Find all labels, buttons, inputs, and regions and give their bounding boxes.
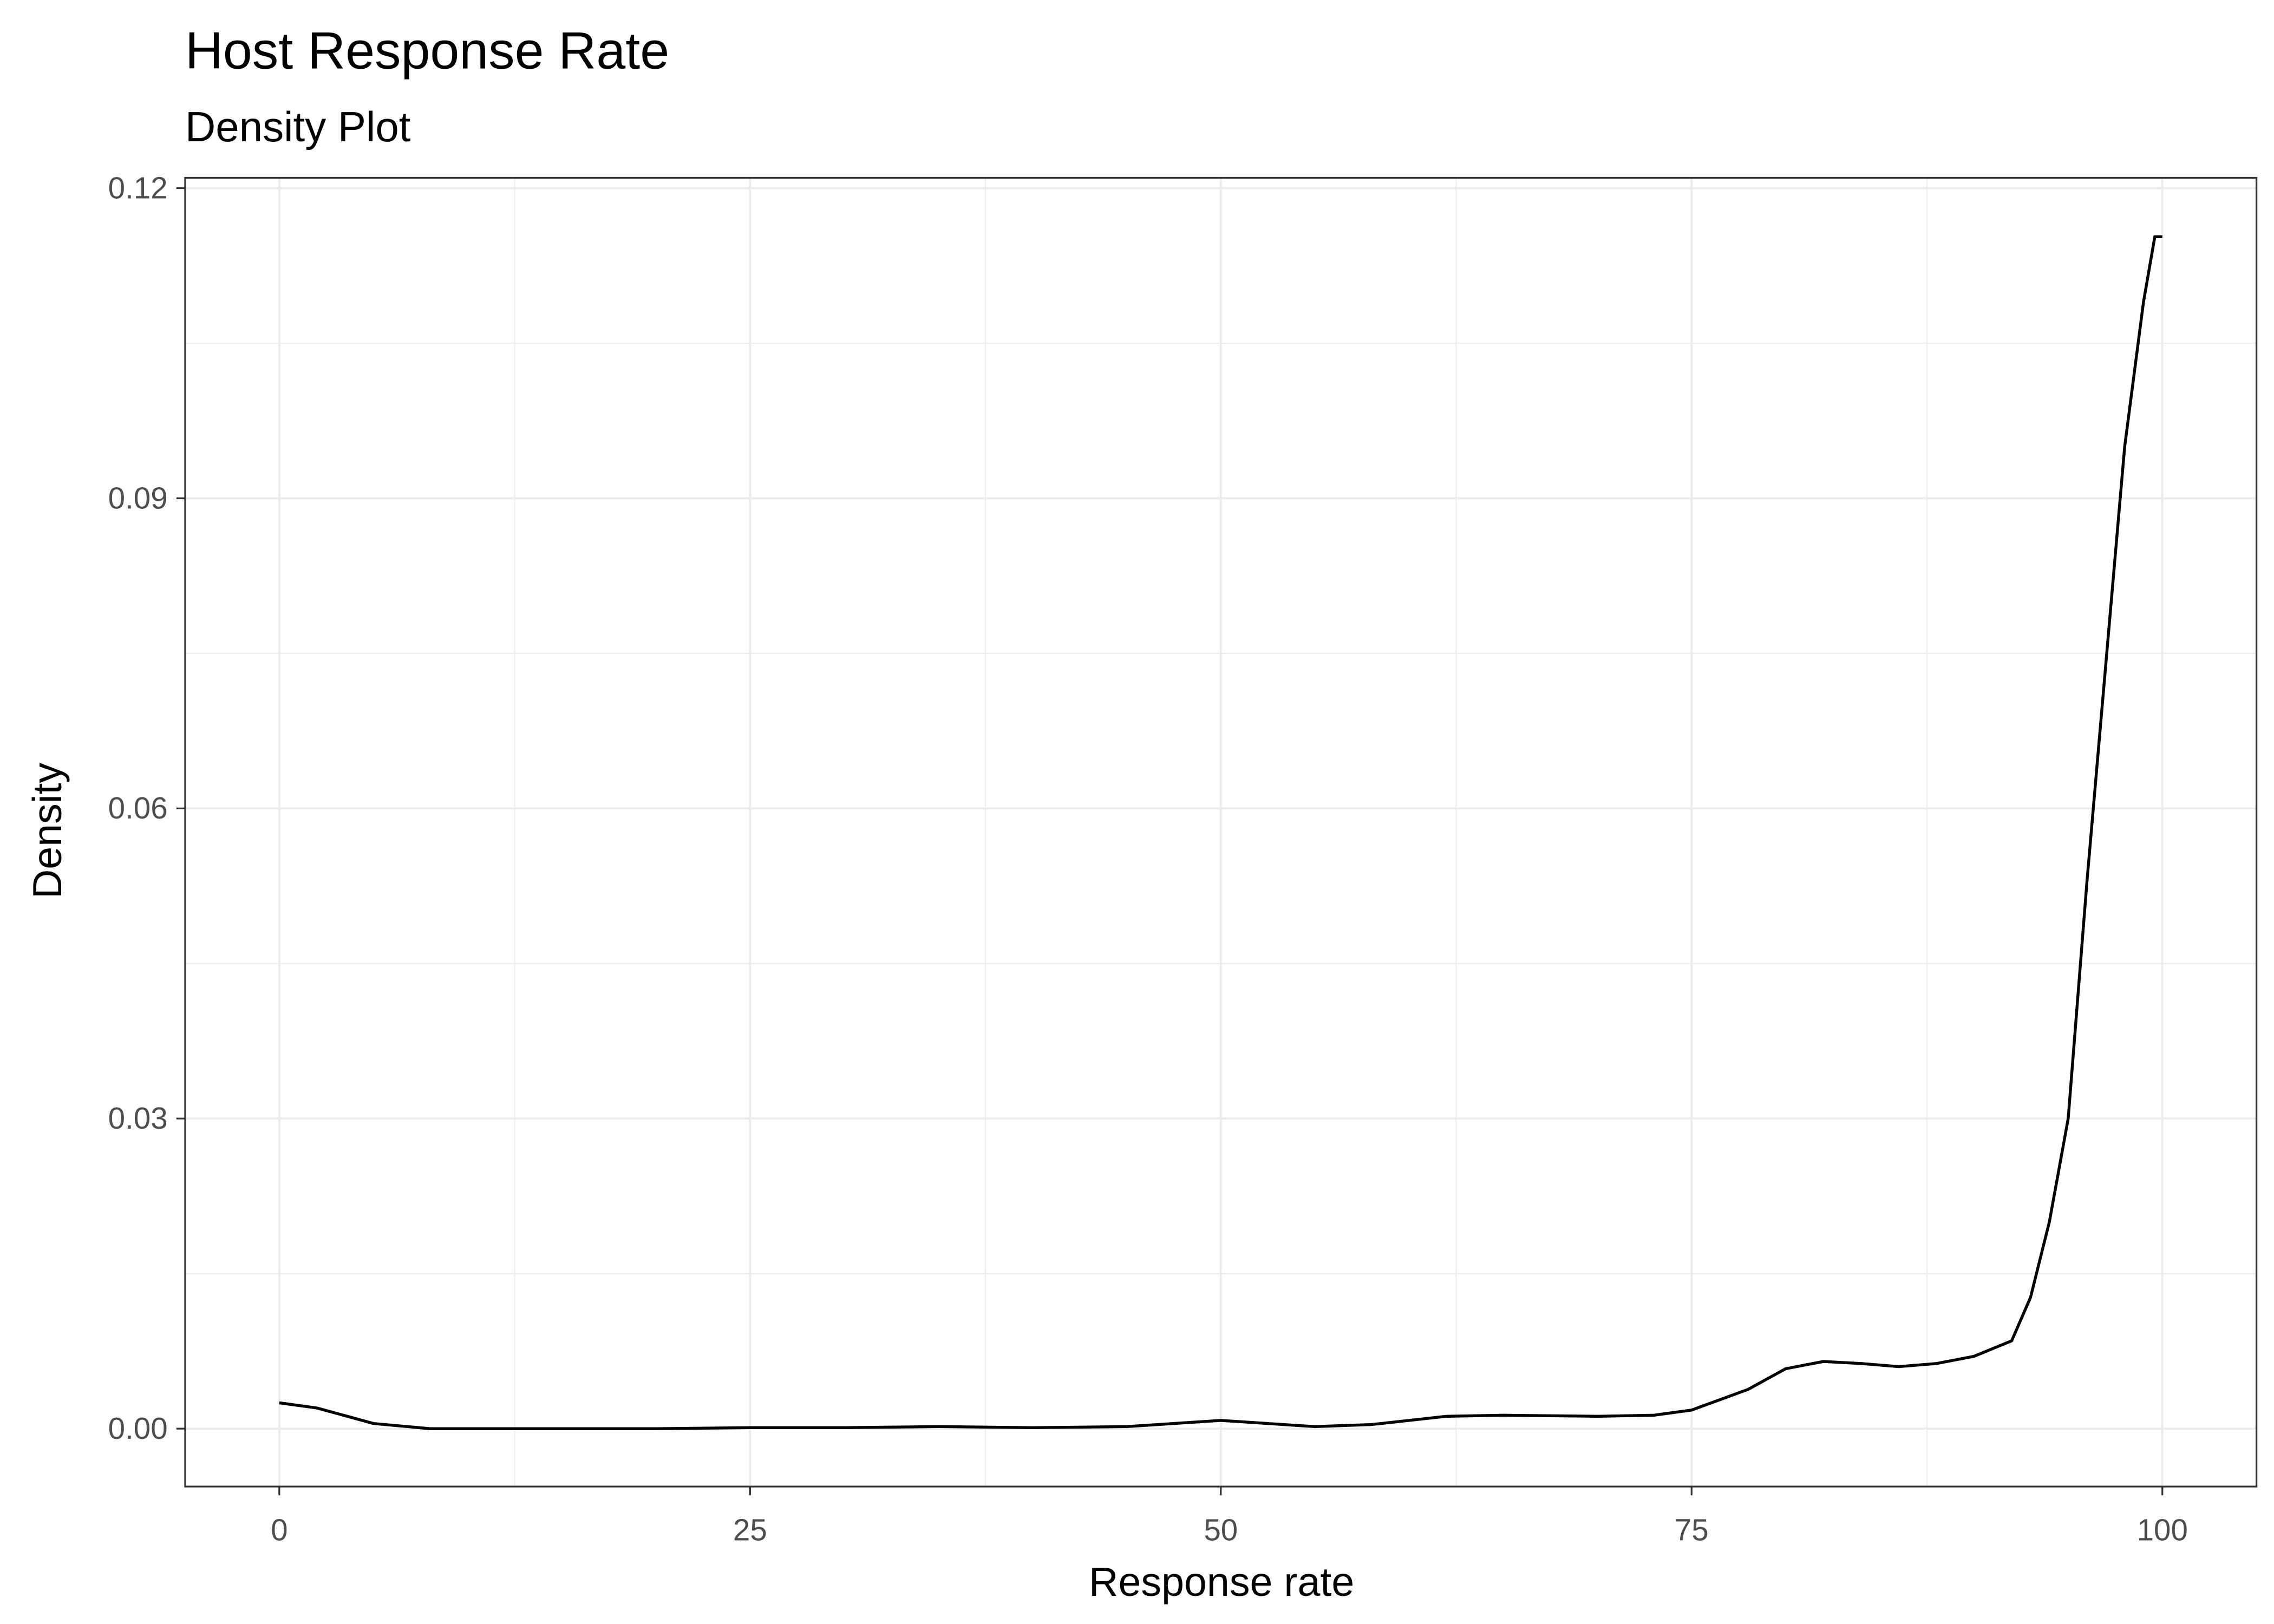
plot-area: [279, 235, 2162, 1430]
y-tick-label: 0.06: [108, 791, 168, 825]
y-axis-title: Density: [24, 763, 70, 899]
grid: [185, 178, 2257, 1487]
y-tick-label: 0.00: [108, 1411, 168, 1445]
density-line: [279, 235, 2162, 1430]
x-tick-label: 25: [733, 1513, 767, 1547]
chart-subtitle: Density Plot: [185, 103, 411, 150]
x-tick-label: 100: [2137, 1513, 2188, 1547]
chart-title: Host Response Rate: [185, 21, 669, 80]
panel-border: [184, 176, 2258, 1488]
y-tick-label: 0.03: [108, 1101, 168, 1135]
x-tick-label: 50: [1204, 1513, 1238, 1547]
x-tick-label: 75: [1675, 1513, 1709, 1547]
x-axis-title: Response rate: [1089, 1559, 1354, 1605]
y-tick-label: 0.12: [108, 171, 168, 205]
x-tick-label: 0: [271, 1513, 287, 1547]
y-tick-label: 0.09: [108, 481, 168, 515]
